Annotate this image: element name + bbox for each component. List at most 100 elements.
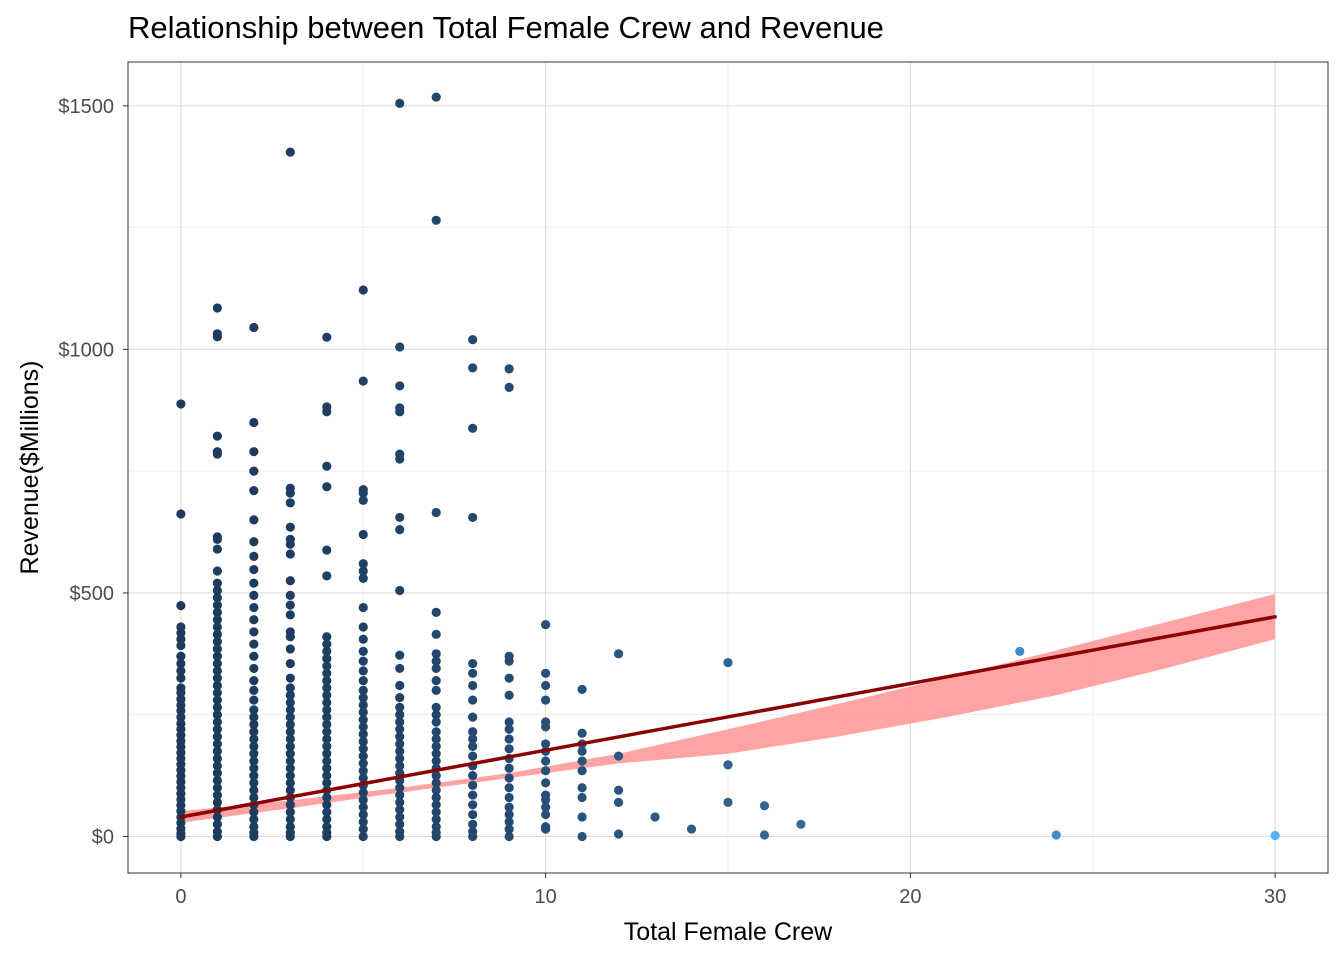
data-point (176, 831, 186, 842)
data-point (322, 407, 332, 417)
data-point (322, 332, 332, 342)
data-point (431, 215, 441, 225)
data-point (212, 534, 222, 544)
data-point (249, 466, 259, 476)
data-point (358, 824, 368, 834)
data-point (395, 702, 405, 712)
data-point (468, 809, 478, 820)
data-point (249, 705, 259, 715)
data-point (723, 797, 733, 807)
data-point (431, 814, 441, 825)
data-point (322, 770, 332, 781)
data-point (468, 770, 478, 781)
data-point (322, 646, 332, 656)
data-point (322, 676, 332, 686)
data-point (212, 739, 222, 749)
data-point (431, 629, 441, 639)
data-point (613, 649, 624, 659)
data-point (322, 741, 332, 751)
data-point (285, 644, 295, 654)
data-point (322, 792, 332, 803)
data-point (504, 382, 514, 392)
x-axis-title: Total Female Crew (624, 918, 833, 946)
data-point (577, 746, 587, 756)
data-point (796, 819, 806, 829)
data-point (212, 812, 222, 822)
data-point (249, 831, 259, 842)
data-point (212, 629, 222, 639)
data-point (431, 717, 441, 727)
data-point (541, 680, 551, 691)
data-point (504, 824, 514, 834)
data-point (468, 512, 478, 523)
data-point (322, 814, 332, 825)
data-point (395, 724, 405, 734)
data-point (759, 801, 770, 811)
data-point (431, 734, 441, 744)
data-point (468, 727, 478, 737)
data-point (212, 585, 222, 596)
data-point (395, 512, 405, 523)
data-point (212, 622, 222, 632)
data-point (504, 773, 514, 783)
data-point (395, 650, 405, 660)
data-point (249, 551, 259, 561)
data-point (176, 628, 186, 638)
data-point (249, 486, 259, 496)
data-point (431, 741, 441, 751)
data-point (322, 545, 332, 555)
data-point (285, 785, 295, 795)
data-point (431, 663, 441, 674)
data-point (541, 778, 551, 788)
data-point (176, 509, 186, 519)
data-point (358, 634, 368, 644)
data-point (358, 795, 368, 805)
data-point (504, 809, 514, 820)
data-point (285, 770, 295, 781)
data-point (577, 756, 587, 766)
data-point (1051, 830, 1061, 840)
data-point (322, 683, 332, 693)
data-point (395, 98, 405, 109)
data-point (285, 549, 295, 559)
data-point (285, 814, 295, 825)
grid-lines (128, 62, 1328, 873)
data-point (285, 683, 295, 693)
data-point (395, 739, 405, 749)
data-point (212, 607, 222, 618)
data-point (285, 719, 295, 730)
data-point (176, 666, 186, 676)
data-point (613, 785, 624, 795)
data-point (249, 792, 259, 803)
data-point (431, 727, 441, 737)
data-point (249, 741, 259, 751)
data-point (759, 830, 770, 840)
data-point (212, 695, 222, 705)
data-point (358, 751, 368, 761)
data-point (358, 722, 368, 732)
data-point (212, 819, 222, 829)
data-point (285, 498, 295, 508)
data-point (322, 705, 332, 715)
data-point (431, 607, 441, 618)
data-point (723, 760, 733, 770)
data-point (358, 376, 368, 386)
data-point (504, 802, 514, 812)
data-point (431, 507, 441, 518)
data-point (431, 649, 441, 659)
data-point (541, 722, 551, 732)
data-point (431, 685, 441, 695)
data-point (613, 751, 624, 761)
data-point (212, 544, 222, 554)
data-point (613, 797, 624, 807)
data-point (431, 710, 441, 720)
data-point (468, 695, 478, 705)
data-point (249, 756, 259, 766)
data-point (322, 807, 332, 817)
data-point (285, 727, 295, 737)
data-point (468, 790, 478, 800)
data-point (212, 790, 222, 800)
data-point (285, 600, 295, 610)
data-point (212, 702, 222, 712)
data-point (249, 807, 259, 817)
